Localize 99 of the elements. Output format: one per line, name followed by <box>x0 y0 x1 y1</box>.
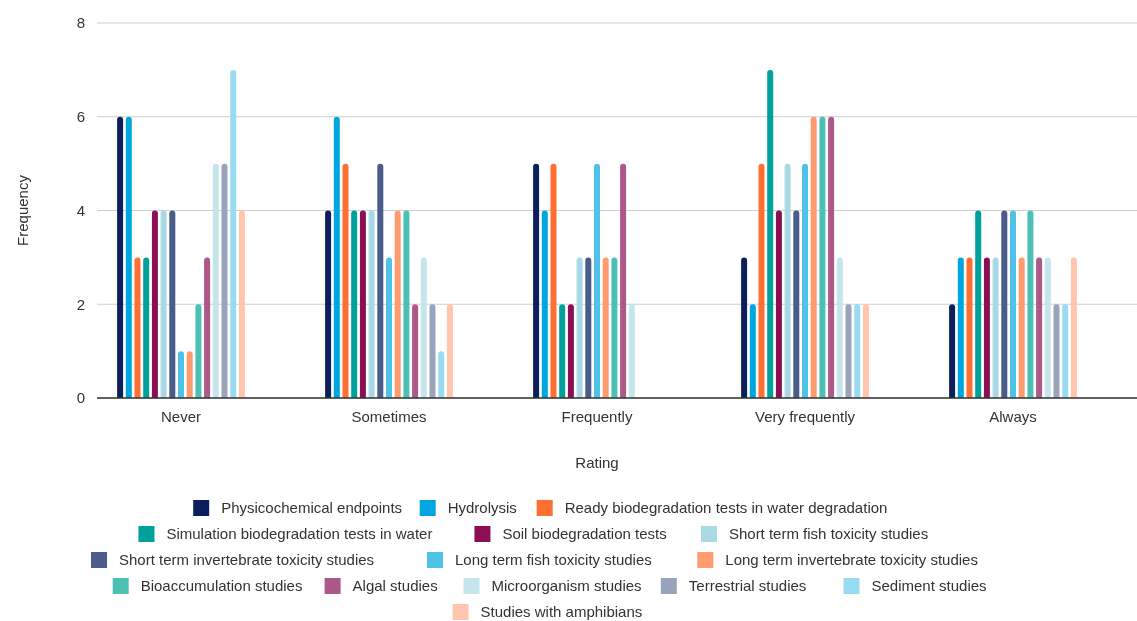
bar <box>983 257 990 398</box>
bar <box>333 116 340 398</box>
bar <box>368 210 375 398</box>
bar <box>1001 210 1008 398</box>
bar <box>576 257 583 398</box>
bar <box>342 163 349 398</box>
legend-label: Long term fish toxicity studies <box>455 551 652 569</box>
bar <box>125 116 132 398</box>
bar <box>1053 304 1060 398</box>
bar <box>238 210 245 398</box>
bar <box>351 210 358 398</box>
legend-label: Bioaccumulation studies <box>140 577 303 595</box>
y-tick-label: 6 <box>76 108 85 125</box>
bar <box>169 210 176 398</box>
bar <box>230 69 237 398</box>
legend-label: Soil biodegradation tests <box>502 525 667 543</box>
legend-label: Ready biodegradation tests in water degradation <box>564 499 888 517</box>
legend-label: Algal studies <box>352 577 438 595</box>
bar <box>1010 210 1016 398</box>
legend-label: Simulation biodegradation tests in water <box>166 525 433 543</box>
legend-label: Studies with amphibians <box>480 603 643 621</box>
bar <box>585 257 592 398</box>
legend-label: Long term invertebrate toxicity studies <box>725 551 978 569</box>
bar <box>620 163 627 398</box>
x-tick-label: Very frequently <box>754 408 856 425</box>
bar <box>1018 257 1025 398</box>
bar <box>966 257 973 398</box>
bar <box>204 257 211 398</box>
bar <box>862 304 869 398</box>
bar <box>611 257 618 398</box>
bar <box>403 210 410 398</box>
bar <box>221 163 228 398</box>
bar <box>828 116 835 398</box>
bar <box>741 257 748 398</box>
bar <box>212 163 219 398</box>
bar <box>178 351 184 398</box>
bar <box>957 257 964 398</box>
bar <box>602 257 609 398</box>
bar <box>784 163 791 398</box>
x-tick-label: Frequently <box>561 408 633 425</box>
bar <box>541 210 548 398</box>
bar <box>1062 304 1069 398</box>
bar <box>793 210 800 398</box>
legend-label: Hydrolysis <box>447 499 517 517</box>
bar <box>186 351 193 398</box>
bar <box>429 304 436 398</box>
y-tick-label: 8 <box>76 14 85 32</box>
legend-label: Short term invertebrate toxicity studies <box>119 551 375 569</box>
bar <box>1027 210 1034 398</box>
bar <box>195 304 202 398</box>
bar <box>749 304 756 398</box>
bar <box>628 304 635 398</box>
legend-label: Sediment studies <box>871 577 987 595</box>
bar <box>1070 257 1077 398</box>
bar <box>151 210 158 398</box>
y-tick-label: 2 <box>76 295 85 313</box>
bar <box>992 257 999 398</box>
bar <box>134 257 141 398</box>
bar <box>949 304 956 398</box>
bar <box>758 163 765 398</box>
bar <box>854 304 861 398</box>
bar <box>975 210 982 398</box>
legend-label: Physicochemical endpoints <box>221 499 403 517</box>
x-axis-title: Rating <box>575 454 619 471</box>
y-tick-label: 4 <box>76 201 85 219</box>
bar <box>325 210 332 398</box>
bar <box>767 69 774 398</box>
bar <box>1036 257 1043 398</box>
y-tick-label: 0 <box>76 389 85 407</box>
bar <box>394 210 401 398</box>
bar <box>412 304 419 398</box>
x-tick-label: Never <box>160 408 202 425</box>
bar <box>836 257 843 398</box>
legend-label: Terrestrial studies <box>688 577 807 595</box>
bar <box>359 210 366 398</box>
bar <box>594 163 600 398</box>
bar <box>420 257 427 398</box>
bar <box>567 304 574 398</box>
bar <box>559 304 566 398</box>
bar <box>143 257 150 398</box>
bar <box>819 116 826 398</box>
bar <box>386 257 392 398</box>
bar <box>802 163 808 398</box>
bar <box>160 210 167 398</box>
bar <box>117 116 124 398</box>
bar <box>377 163 384 398</box>
bar <box>446 304 453 398</box>
bar <box>438 351 445 398</box>
bar <box>550 163 557 398</box>
bar <box>845 304 852 398</box>
x-tick-label: Sometimes <box>351 408 427 425</box>
legend-label: Microorganism studies <box>491 577 642 595</box>
bar <box>1044 257 1051 398</box>
bar <box>810 116 817 398</box>
legend-label: Short term fish toxicity studies <box>728 525 929 543</box>
x-tick-label: Always <box>989 408 1037 425</box>
bar <box>775 210 782 398</box>
bar <box>533 163 540 398</box>
y-axis-title: Frequency <box>14 174 31 246</box>
